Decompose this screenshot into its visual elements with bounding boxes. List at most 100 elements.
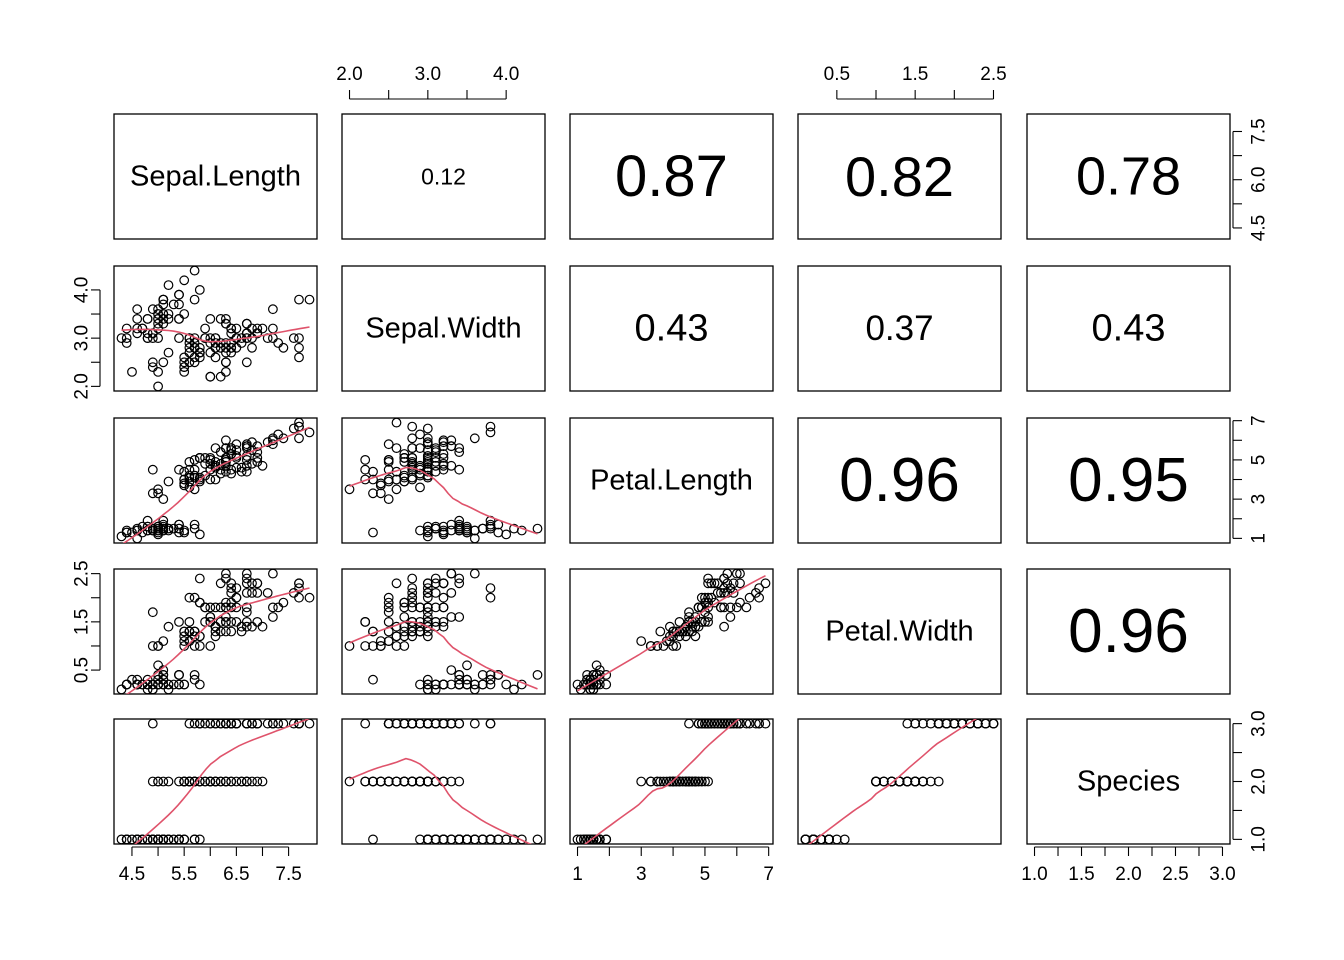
- data-point: [709, 718, 720, 729]
- axis-top-Petal.Width: 0.5 1.5 2.5: [824, 64, 1007, 100]
- data-point: [700, 718, 710, 729]
- data-point: [645, 776, 656, 787]
- panel-frame: [113, 568, 318, 695]
- data-point: [731, 602, 742, 613]
- data-point: [153, 641, 164, 651]
- data-point: [189, 464, 200, 475]
- data-point: [674, 631, 685, 642]
- data-point: [696, 617, 707, 627]
- data-point: [168, 834, 179, 845]
- data-point: [972, 718, 983, 729]
- variable-label: Petal.Width: [825, 616, 973, 648]
- data-point: [383, 597, 394, 608]
- panel-r1-c3: 0.37: [797, 265, 1002, 392]
- data-point: [241, 441, 252, 452]
- panel-r1-c1: Sepal.Width: [341, 265, 546, 392]
- panel-frame: [1026, 265, 1231, 392]
- correlation-label: 0.82: [845, 145, 954, 208]
- data-point: [965, 718, 975, 729]
- data-point: [415, 429, 425, 440]
- panel-r3-c0: [113, 568, 318, 695]
- data-point: [147, 607, 158, 618]
- data-point: [231, 776, 242, 787]
- data-point: [241, 621, 252, 632]
- axis-tick-label: 1.0: [1021, 864, 1047, 885]
- data-point: [179, 527, 190, 538]
- data-point: [509, 834, 519, 845]
- axis-right-Petal.Length: 1 3 5 7: [1232, 415, 1270, 544]
- data-point: [735, 718, 745, 729]
- axis-tick-label: 7: [763, 864, 774, 885]
- data-point: [703, 597, 713, 608]
- data-point: [703, 602, 713, 613]
- panel-frame: [1026, 113, 1231, 240]
- axis-tick-label: 1.5: [902, 64, 928, 85]
- data-point: [174, 314, 184, 324]
- correlation-label: 0.43: [635, 308, 709, 350]
- data-point: [719, 602, 729, 613]
- data-point: [262, 718, 273, 729]
- data-point: [516, 834, 527, 845]
- data-point: [588, 684, 599, 695]
- data-point: [485, 674, 496, 685]
- data-point: [360, 776, 371, 787]
- data-point: [294, 294, 304, 305]
- smooth-line: [583, 719, 740, 844]
- data-point: [174, 333, 184, 344]
- data-point: [158, 776, 169, 787]
- data-point: [304, 718, 315, 729]
- axis-tick-label: 5: [1249, 455, 1270, 466]
- data-point: [684, 776, 694, 787]
- data-point: [422, 583, 433, 593]
- data-point: [754, 583, 764, 593]
- data-point: [469, 834, 480, 845]
- data-point: [665, 776, 675, 787]
- data-point: [127, 674, 137, 685]
- data-point: [257, 621, 268, 632]
- data-point: [690, 612, 701, 622]
- panel-r1-c4: 0.43: [1026, 265, 1231, 392]
- data-point: [422, 834, 433, 845]
- panel-frame: [569, 265, 774, 392]
- data-point: [153, 484, 164, 495]
- data-point: [677, 776, 688, 787]
- data-point: [215, 578, 226, 589]
- data-point: [174, 464, 184, 475]
- data-point: [205, 641, 216, 651]
- data-point: [153, 318, 164, 329]
- data-point: [407, 626, 418, 637]
- data-point: [153, 834, 164, 845]
- data-point: [127, 367, 137, 377]
- data-point: [665, 621, 675, 632]
- data-point: [294, 583, 304, 593]
- data-point: [231, 592, 242, 603]
- axis-tick-label: 2.0: [1249, 768, 1270, 794]
- data-point: [179, 525, 190, 536]
- panel-frame: [797, 568, 1002, 695]
- data-point: [462, 660, 472, 671]
- data-point: [572, 834, 583, 845]
- data-point: [501, 834, 512, 845]
- data-point: [252, 457, 263, 467]
- correlation-label: 0.96: [839, 446, 960, 515]
- data-point: [501, 529, 512, 540]
- data-point: [725, 612, 736, 622]
- data-point: [215, 718, 226, 729]
- data-point: [687, 621, 698, 632]
- data-point: [179, 776, 190, 787]
- data-point: [430, 573, 441, 584]
- data-point: [226, 617, 237, 627]
- smooth-line: [121, 326, 310, 343]
- data-point: [268, 304, 278, 315]
- data-point: [200, 602, 211, 613]
- data-point: [158, 636, 169, 646]
- data-point: [278, 433, 289, 444]
- axis-tick-label: 0.5: [824, 64, 850, 85]
- data-point: [422, 458, 433, 469]
- data-point: [220, 718, 231, 729]
- data-point: [594, 679, 605, 690]
- data-point: [532, 834, 543, 845]
- data-point: [163, 834, 174, 845]
- data-point: [438, 592, 449, 603]
- data-point: [226, 468, 237, 479]
